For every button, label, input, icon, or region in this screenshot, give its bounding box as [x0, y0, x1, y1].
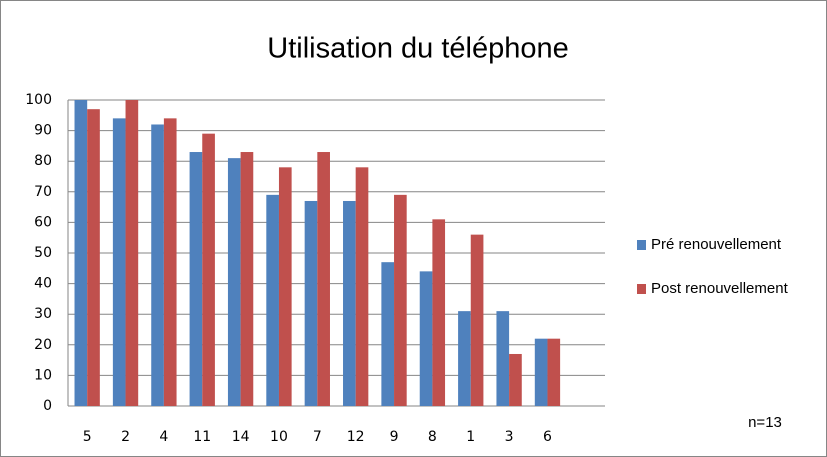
bar [432, 219, 446, 406]
x-tick-label: 3 [505, 429, 514, 445]
bar [240, 152, 254, 406]
legend-label: Post renouvellement [651, 280, 789, 297]
y-tick-label: 50 [34, 245, 52, 261]
x-tick-label: 5 [83, 429, 92, 445]
bar [419, 271, 433, 406]
legend-label: Pré renouvellement [651, 236, 782, 253]
bar [74, 100, 88, 406]
x-tick-label: 9 [390, 429, 399, 445]
bar [278, 167, 292, 406]
y-tick-label: 0 [43, 398, 52, 414]
legend-swatch [637, 240, 646, 250]
bar [394, 194, 407, 406]
bar [381, 262, 395, 406]
y-tick-label: 30 [34, 306, 52, 322]
x-tick-label: 6 [543, 429, 552, 445]
x-tick-label: 1 [466, 429, 475, 445]
x-tick-label: 2 [121, 429, 130, 445]
x-tick-label: 10 [270, 429, 288, 445]
bar [151, 124, 164, 406]
annotation: n=13 [748, 414, 782, 431]
bar [343, 200, 356, 406]
y-tick-label: 100 [25, 92, 52, 108]
x-tick-label: 12 [347, 429, 365, 445]
y-tick-label: 60 [34, 214, 52, 230]
bar [189, 152, 203, 406]
bar [87, 109, 100, 407]
bar [304, 200, 318, 406]
bar [496, 311, 510, 406]
bar [458, 311, 471, 406]
bar [534, 338, 548, 406]
y-tick-label: 40 [34, 276, 52, 292]
bar [470, 234, 484, 406]
x-tick-label: 11 [193, 429, 211, 445]
bar [202, 133, 215, 406]
x-tick-label: 7 [313, 429, 322, 445]
x-tick-label: 8 [428, 429, 437, 445]
y-tick-label: 20 [34, 337, 52, 353]
bar [509, 353, 522, 406]
bar [125, 100, 139, 406]
bar [317, 152, 330, 406]
bar [547, 338, 561, 406]
bar [112, 118, 126, 407]
y-tick-label: 90 [34, 123, 52, 139]
legend-swatch [637, 284, 646, 294]
y-tick-label: 10 [34, 367, 52, 383]
x-tick-label: 14 [232, 429, 250, 445]
x-tick-label: 4 [159, 429, 168, 445]
y-tick-label: 70 [34, 184, 52, 200]
y-tick-label: 80 [34, 153, 52, 169]
bar [355, 167, 369, 406]
bar [266, 194, 279, 406]
chart-title: Utilisation du téléphone [267, 33, 568, 65]
bar [163, 118, 177, 407]
bar [227, 158, 241, 406]
